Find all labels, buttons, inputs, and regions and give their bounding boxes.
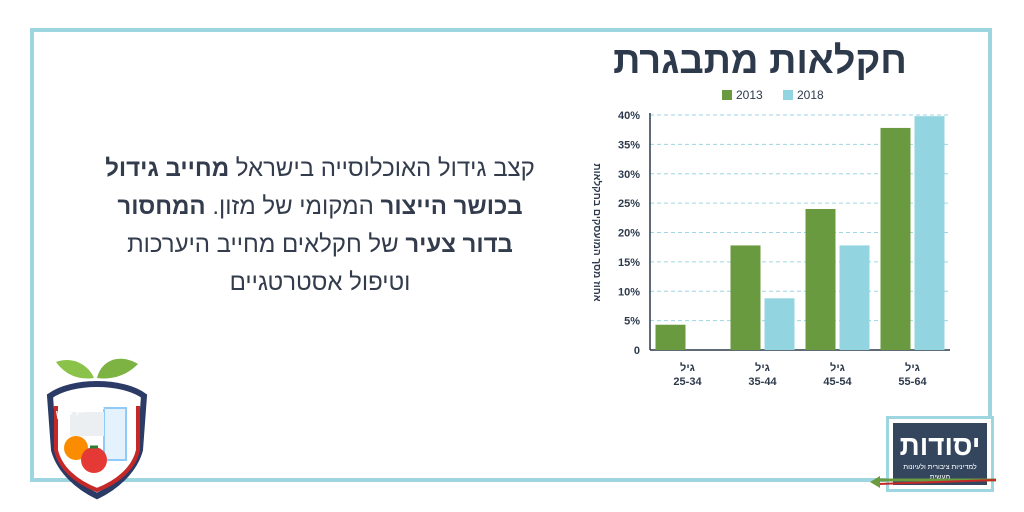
- x-tick-label: 45-54: [823, 376, 852, 388]
- x-tick-label: גיל: [830, 361, 845, 374]
- legend-swatch-2018: [783, 90, 793, 100]
- arrow-icon: [870, 476, 997, 488]
- body-text-bold-2: המחסור בדור צעיר: [117, 193, 513, 258]
- apple-shield-icon: [46, 358, 148, 500]
- y-tick-label: 20%: [618, 228, 640, 240]
- body-text-part-3: של חקלאים מחייב היערכות וטיפול אסטרטגיים: [127, 231, 411, 296]
- chart-title: חקלאות מתבגרת: [613, 40, 907, 82]
- body-text-bold-1: מחייב גידול בכושר הייצור: [105, 155, 523, 220]
- y-tick-label: 30%: [618, 169, 640, 181]
- legend-swatch-2013: [722, 90, 732, 100]
- body-text-part-2: המקומי של מזון.: [205, 193, 381, 220]
- brand-name: יסודות: [899, 430, 981, 461]
- y-tick-label: 10%: [618, 286, 640, 298]
- x-tick-label: 55-64: [898, 376, 927, 388]
- legend-label: 2013: [736, 88, 763, 102]
- y-tick-label: 5%: [624, 316, 640, 328]
- bar-2013: [730, 245, 761, 350]
- y-tick-label: 0: [634, 345, 640, 357]
- brand-logo-inner: יסודות למדיניות ציבורית ולעיונות מעשית: [893, 423, 987, 485]
- y-tick-label: 40%: [618, 110, 640, 122]
- bar-2013: [880, 127, 911, 350]
- bar-2013: [805, 209, 836, 350]
- bar-2013: [655, 324, 686, 350]
- bar-2018: [914, 116, 945, 350]
- bar-chart: 0 5% 10% 15% 20% 25% 30% 35% 40% אחוז מסך המועסקי…: [591, 88, 950, 388]
- y-tick-label: 35%: [618, 139, 640, 151]
- body-text-part-1: קצב גידול האוכלוסייה בישראל: [229, 155, 535, 182]
- bar-2018: [839, 245, 870, 350]
- x-tick-label: גיל: [755, 361, 770, 374]
- y-tick-label: 15%: [618, 257, 640, 269]
- y-axis-title: אחוז מסך המועסקים בחקלאות: [591, 163, 603, 301]
- x-tick-label: גיל: [680, 361, 695, 374]
- x-tick-label: גיל: [905, 361, 920, 374]
- brand-tagline: למדיניות ציבורית ולעיונות מעשית: [903, 464, 977, 481]
- x-tick-label: 25-34: [673, 376, 702, 388]
- bar-2018: [764, 298, 795, 350]
- y-tick-label: 25%: [618, 198, 640, 210]
- content-frame: [30, 28, 992, 482]
- x-tick-label: 35-44: [748, 376, 777, 388]
- body-text: קצב גידול האוכלוסייה בישראל מחייב גידול …: [100, 150, 540, 302]
- legend-label: 2018: [797, 88, 824, 102]
